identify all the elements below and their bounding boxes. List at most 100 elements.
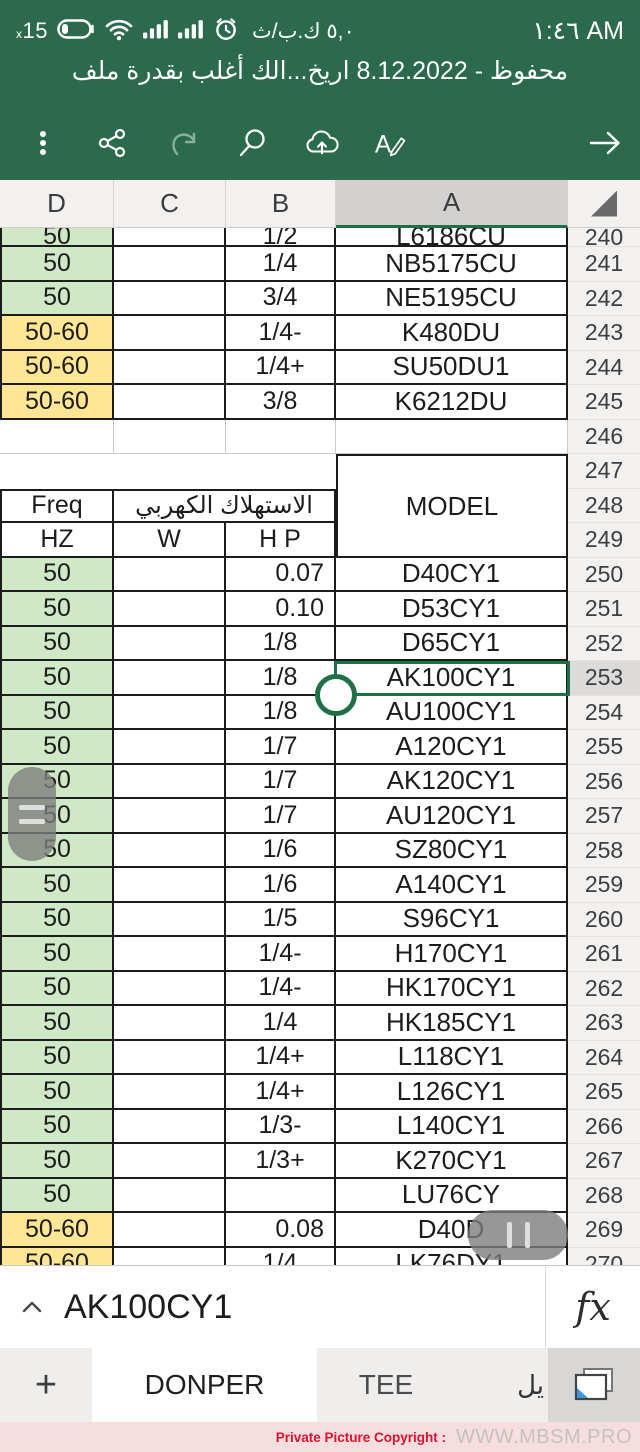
row-number-252[interactable]: 252 bbox=[568, 626, 640, 661]
cell-B252[interactable]: 1/8 bbox=[226, 626, 336, 661]
cell-A252[interactable]: D65CY1 bbox=[336, 626, 568, 661]
cell-B262[interactable]: 1/4- bbox=[226, 971, 336, 1006]
cell-D266[interactable]: 50 bbox=[0, 1109, 114, 1144]
cell-B250[interactable]: 0.07 bbox=[226, 557, 336, 592]
row-number-258[interactable]: 258 bbox=[568, 833, 640, 868]
cell-B263[interactable]: 1/4 bbox=[226, 1006, 336, 1041]
row-number-241[interactable]: 241 bbox=[568, 247, 640, 282]
cell-B258[interactable]: 1/6 bbox=[226, 833, 336, 868]
cell-C257[interactable] bbox=[114, 799, 226, 834]
row-number-255[interactable]: 255 bbox=[568, 730, 640, 765]
cell-D265[interactable]: 50 bbox=[0, 1075, 114, 1110]
cell-C261[interactable] bbox=[114, 937, 226, 972]
cell-A266[interactable]: L140CY1 bbox=[336, 1109, 568, 1144]
cell-A267[interactable]: K270CY1 bbox=[336, 1144, 568, 1179]
row-number-259[interactable]: 259 bbox=[568, 868, 640, 903]
select-all-corner[interactable] bbox=[568, 180, 640, 228]
row-number-242[interactable]: 242 bbox=[568, 281, 640, 316]
cell-A251[interactable]: D53CY1 bbox=[336, 592, 568, 627]
cell-B255[interactable]: 1/7 bbox=[226, 730, 336, 765]
forward-arrow-icon[interactable] bbox=[588, 126, 622, 160]
cell-B241[interactable]: 1/4 bbox=[226, 247, 336, 282]
cell-A246[interactable] bbox=[336, 419, 568, 454]
row-number-240[interactable]: 240 bbox=[568, 228, 640, 247]
cell-A253[interactable]: AK100CY1 bbox=[336, 661, 568, 696]
cell-C260[interactable] bbox=[114, 902, 226, 937]
cell-C246[interactable] bbox=[114, 419, 226, 454]
merged-model-cell[interactable]: MODEL bbox=[336, 454, 568, 558]
row-number-244[interactable]: 244 bbox=[568, 350, 640, 385]
row-number-266[interactable]: 266 bbox=[568, 1109, 640, 1144]
cell-B246[interactable] bbox=[226, 419, 336, 454]
column-header-d[interactable]: D bbox=[0, 180, 114, 228]
cell-D240[interactable]: 50 bbox=[0, 228, 114, 247]
cell-D261[interactable]: 50 bbox=[0, 937, 114, 972]
overflow-menu-icon[interactable] bbox=[26, 126, 60, 160]
cell-A256[interactable]: AK120CY1 bbox=[336, 764, 568, 799]
row-number-243[interactable]: 243 bbox=[568, 316, 640, 351]
cell-A261[interactable]: H170CY1 bbox=[336, 937, 568, 972]
cell-D264[interactable]: 50 bbox=[0, 1040, 114, 1075]
share-icon[interactable] bbox=[95, 126, 129, 160]
cell-C242[interactable] bbox=[114, 281, 226, 316]
cell-D263[interactable]: 50 bbox=[0, 1006, 114, 1041]
cell-B264[interactable]: 1/4+ bbox=[226, 1040, 336, 1075]
cell-B266[interactable]: 1/3- bbox=[226, 1109, 336, 1144]
cell-B270[interactable]: 1/4 bbox=[226, 1247, 336, 1265]
cell-A255[interactable]: A120CY1 bbox=[336, 730, 568, 765]
cell-D267[interactable]: 50 bbox=[0, 1144, 114, 1179]
cell-D241[interactable]: 50 bbox=[0, 247, 114, 282]
cell-C247[interactable] bbox=[114, 454, 226, 489]
cell-C254[interactable] bbox=[114, 695, 226, 730]
cell-B254[interactable]: 1/8 bbox=[226, 695, 336, 730]
cell-A263[interactable]: HK185CY1 bbox=[336, 1006, 568, 1041]
cell-D254[interactable]: 50 bbox=[0, 695, 114, 730]
column-header-c[interactable]: C bbox=[114, 180, 226, 228]
cell-A241[interactable]: NB5175CU bbox=[336, 247, 568, 282]
cell-D253[interactable]: 50 bbox=[0, 661, 114, 696]
cell-C270[interactable] bbox=[114, 1247, 226, 1265]
cell-B261[interactable]: 1/4- bbox=[226, 937, 336, 972]
cloud-upload-icon[interactable] bbox=[305, 126, 339, 160]
cell-A243[interactable]: K480DU bbox=[336, 316, 568, 351]
cell-D259[interactable]: 50 bbox=[0, 868, 114, 903]
cell-C258[interactable] bbox=[114, 833, 226, 868]
cell-A254[interactable]: AU100CY1 bbox=[336, 695, 568, 730]
row-number-263[interactable]: 263 bbox=[568, 1006, 640, 1041]
cell-D243[interactable]: 50-60 bbox=[0, 316, 114, 351]
row-number-246[interactable]: 246 bbox=[568, 419, 640, 454]
cell-D260[interactable]: 50 bbox=[0, 902, 114, 937]
cell-C251[interactable] bbox=[114, 592, 226, 627]
cell-B265[interactable]: 1/4+ bbox=[226, 1075, 336, 1110]
cell-B243[interactable]: 1/4- bbox=[226, 316, 336, 351]
cell-B251[interactable]: 0.10 bbox=[226, 592, 336, 627]
cell-B268[interactable] bbox=[226, 1178, 336, 1213]
cell-A245[interactable]: K6212DU bbox=[336, 385, 568, 420]
cell-B242[interactable]: 3/4 bbox=[226, 281, 336, 316]
vertical-scroll-handle[interactable] bbox=[8, 767, 56, 861]
cell-D245[interactable]: 50-60 bbox=[0, 385, 114, 420]
cell-D246[interactable] bbox=[0, 419, 114, 454]
cell-A250[interactable]: D40CY1 bbox=[336, 557, 568, 592]
cell-C264[interactable] bbox=[114, 1040, 226, 1075]
cell-B269[interactable]: 0.08 bbox=[226, 1213, 336, 1248]
cell-C249[interactable]: W bbox=[114, 523, 226, 558]
row-number-268[interactable]: 268 bbox=[568, 1178, 640, 1213]
row-number-247[interactable]: 247 bbox=[568, 454, 640, 489]
cell-B259[interactable]: 1/6 bbox=[226, 868, 336, 903]
row-number-264[interactable]: 264 bbox=[568, 1040, 640, 1075]
row-number-262[interactable]: 262 bbox=[568, 971, 640, 1006]
cell-B240[interactable]: 1/2 bbox=[226, 228, 336, 247]
cell-A257[interactable]: AU120CY1 bbox=[336, 799, 568, 834]
selection-handle[interactable] bbox=[315, 674, 357, 716]
row-number-249[interactable]: 249 bbox=[568, 523, 640, 558]
cell-B267[interactable]: 1/3+ bbox=[226, 1144, 336, 1179]
cell-C243[interactable] bbox=[114, 316, 226, 351]
cell-B245[interactable]: 3/8 bbox=[226, 385, 336, 420]
column-header-b[interactable]: B bbox=[226, 180, 336, 228]
cell-B260[interactable]: 1/5 bbox=[226, 902, 336, 937]
cell-A244[interactable]: SU50DU1 bbox=[336, 350, 568, 385]
row-number-267[interactable]: 267 bbox=[568, 1144, 640, 1179]
sheet-switcher-button[interactable] bbox=[548, 1348, 640, 1422]
row-number-253[interactable]: 253 bbox=[568, 661, 640, 696]
